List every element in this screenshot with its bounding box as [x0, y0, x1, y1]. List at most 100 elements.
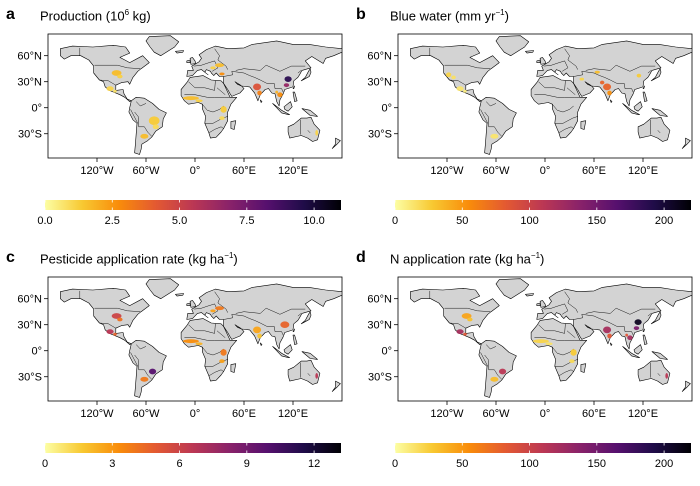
country-border	[564, 291, 578, 313]
landmass-madagascar	[230, 120, 237, 130]
colorbar	[45, 200, 341, 210]
country-border	[273, 83, 284, 93]
country-border	[534, 337, 581, 341]
colorbar-tick-label: 150	[588, 458, 606, 470]
panel-nitrogen-rate: 60°N 30°N 0° 30°S 120°W 60°W 0° 60°E 120°E 0 50 100…	[350, 243, 700, 486]
country-border	[538, 80, 566, 91]
country-border	[214, 48, 228, 70]
hotspot-east-africa	[219, 359, 225, 364]
landmass-greenland	[495, 35, 529, 57]
colorbar-tick-label: 5.0	[172, 215, 187, 227]
colorbar-tick-label: 0	[392, 458, 398, 470]
hotspot-central-usa	[461, 313, 472, 319]
lon-tick-label: 120°E	[628, 408, 658, 420]
country-border	[657, 373, 661, 377]
colorbar-tick-label: 2.5	[105, 215, 120, 227]
colorbar-tick-label: 200	[655, 215, 673, 227]
hotspot-central-usa	[111, 313, 122, 319]
world-map: 60°N 30°N 0° 30°S 120°W 60°W 0° 60°E 120°E 0.0 2.5…	[17, 33, 343, 227]
panel-blue-water: 60°N 30°N 0° 30°S 120°W 60°W 0° 60°E 120°E 0 50 100…	[350, 0, 700, 243]
landmass-new-zealand	[681, 380, 691, 392]
hotspot-argentina	[490, 376, 499, 382]
lat-tick-label: 30°N	[17, 320, 42, 332]
landmass-new-guinea	[301, 108, 318, 117]
hotspot-argentina	[490, 133, 499, 139]
country-border	[134, 111, 152, 137]
landmass-australia	[637, 359, 671, 385]
hotspot-mexico	[463, 89, 467, 93]
country-border	[623, 326, 634, 336]
lon-tick-label: 60°E	[582, 165, 606, 177]
country-border	[486, 344, 497, 350]
country-border	[484, 111, 502, 137]
landmass-great-britain	[539, 57, 547, 65]
country-border	[204, 359, 228, 367]
hotspot-brazil	[148, 116, 160, 126]
country-border	[297, 313, 302, 317]
hotspot-western-usa	[445, 72, 452, 78]
country-border	[604, 77, 625, 84]
landmass-iceland	[175, 50, 184, 54]
landmass-iceland	[525, 293, 534, 297]
landmass-eurasia	[536, 283, 692, 350]
hotspot-china	[280, 321, 290, 329]
hotspot-mexico	[456, 86, 464, 92]
landmass-philippines	[292, 91, 298, 102]
lon-tick-label: 0°	[540, 165, 551, 177]
landmass-north-america	[409, 287, 500, 345]
country-border	[647, 70, 652, 74]
country-border	[297, 70, 302, 74]
hotspot-eastern-australia	[665, 372, 669, 379]
hotspot-central-usa	[117, 317, 123, 322]
country-border	[254, 77, 275, 84]
colorbar-tick-label: 9	[244, 458, 250, 470]
landmass-new-zealand	[331, 137, 341, 149]
landmass-sri-lanka	[259, 342, 263, 346]
landmass-borneo	[283, 101, 293, 112]
landmass-new-zealand	[331, 380, 341, 392]
landmass-taiwan	[642, 328, 645, 332]
country-border	[94, 64, 141, 69]
hotspot-central-asia	[594, 70, 600, 74]
lon-tick-label: 60°E	[232, 165, 256, 177]
panel-pesticide-rate: 60°N 30°N 0° 30°S 120°W 60°W 0° 60°E 120°E 0 3 6 9 12…	[0, 243, 350, 486]
landmass-great-britain	[539, 300, 547, 308]
panel-title: Production (106 kg)	[40, 8, 151, 24]
country-border	[647, 313, 652, 317]
colorbar-tick-label: 50	[456, 215, 468, 227]
hotspot-india	[253, 326, 262, 334]
landmass-africa	[180, 75, 237, 139]
landmass-indonesia-a	[622, 346, 641, 358]
landmass-madagascar	[230, 363, 237, 373]
country-border	[566, 87, 576, 95]
landmass-north-america	[59, 287, 150, 345]
colorbar-tick-label: 150	[588, 215, 606, 227]
landmass-madagascar	[580, 120, 587, 130]
hotspot-east-china	[634, 319, 642, 325]
country-border	[130, 109, 138, 124]
hotspot-mexico	[456, 329, 464, 335]
country-border	[585, 307, 656, 315]
hotspot-india	[603, 326, 612, 334]
country-border	[554, 116, 578, 124]
landmass-philippines	[642, 91, 648, 102]
lat-tick-label: 60°N	[367, 294, 392, 306]
country-border	[235, 64, 306, 72]
colorbar	[395, 200, 691, 210]
country-border	[552, 104, 574, 113]
hotspot-west-africa	[195, 342, 203, 346]
landmass-indonesia-a	[272, 346, 291, 358]
hotspot-central-usa	[111, 70, 122, 76]
country-border	[184, 337, 231, 341]
hotspot-eastern-australia	[315, 372, 319, 379]
lon-tick-label: 120°W	[80, 165, 114, 177]
country-border	[544, 60, 569, 72]
colorbar-tick-label: 10.0	[303, 215, 324, 227]
landmass-japan	[650, 68, 662, 82]
lon-tick-label: 0°	[190, 408, 201, 420]
hotspot-east-china	[633, 326, 640, 331]
hotspot-eastern-europe	[210, 66, 216, 70]
lon-tick-label: 60°E	[232, 408, 256, 420]
country-border	[99, 322, 116, 329]
country-border	[573, 314, 605, 321]
